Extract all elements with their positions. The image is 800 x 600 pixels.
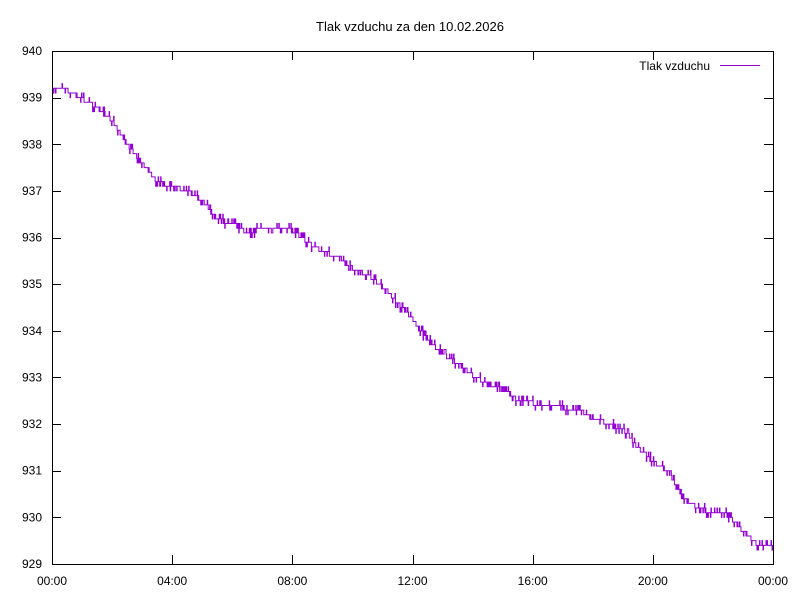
- y-tick-label: 935: [22, 277, 42, 291]
- y-tick-label: 936: [22, 231, 42, 245]
- x-tick-label: 16:00: [518, 574, 548, 588]
- y-tick-label: 939: [22, 91, 42, 105]
- series-line: [52, 83, 773, 551]
- y-tick-label: 930: [22, 510, 42, 524]
- y-tick-label: 932: [22, 417, 42, 431]
- x-tick-label: 04:00: [157, 574, 187, 588]
- x-tick-label: 20:00: [638, 574, 668, 588]
- y-tick-label: 934: [22, 324, 42, 338]
- chart-title: Tlak vzduchu za den 10.02.2026: [316, 19, 504, 34]
- y-tick-label: 937: [22, 184, 42, 198]
- y-tick-label: 940: [22, 44, 42, 58]
- x-tick-label: 08:00: [277, 574, 307, 588]
- x-tick-label: 00:00: [37, 574, 67, 588]
- y-tick-label: 933: [22, 370, 42, 384]
- plot-frame: [52, 51, 774, 565]
- legend: Tlak vzduchu: [639, 59, 760, 73]
- y-tick-label: 938: [22, 137, 42, 151]
- x-tick-label: 12:00: [397, 574, 427, 588]
- x-tick-label: 00:00: [758, 574, 788, 588]
- y-tick-label: 929: [22, 557, 42, 571]
- y-tick-label: 931: [22, 464, 42, 478]
- legend-label: Tlak vzduchu: [639, 59, 710, 73]
